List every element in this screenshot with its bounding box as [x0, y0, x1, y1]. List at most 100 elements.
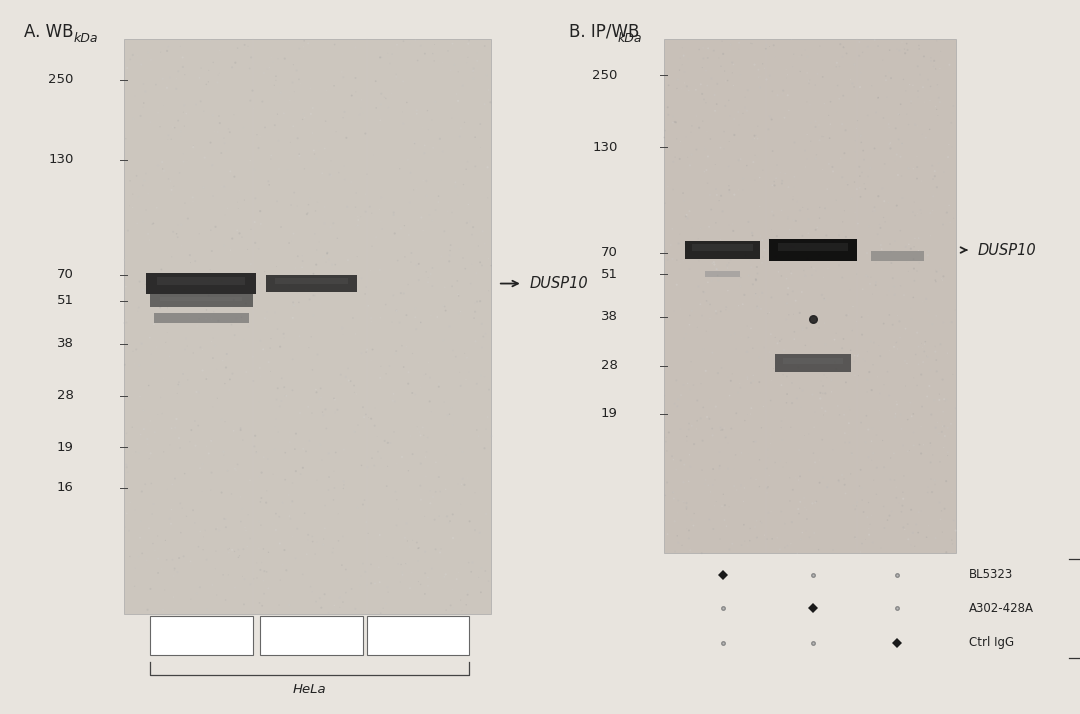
Point [837, 376, 854, 388]
Point [219, 465, 237, 476]
Point [459, 51, 476, 63]
Point [828, 106, 846, 117]
Point [784, 191, 801, 202]
Point [922, 52, 940, 64]
Point [897, 85, 915, 96]
Point [373, 192, 390, 203]
Point [693, 62, 711, 74]
Point [890, 498, 907, 509]
Point [928, 35, 945, 46]
Point [408, 259, 426, 271]
Point [454, 446, 471, 458]
Point [455, 252, 472, 263]
Point [831, 259, 848, 271]
Point [261, 342, 279, 353]
Point [721, 254, 739, 266]
Point [361, 201, 378, 213]
Point [305, 310, 322, 321]
Point [248, 572, 266, 583]
Point [462, 278, 480, 289]
Point [834, 343, 851, 354]
Point [939, 422, 956, 433]
Point [811, 235, 828, 246]
Point [418, 190, 435, 201]
Point [669, 530, 686, 541]
Point [402, 256, 419, 268]
Point [227, 582, 244, 593]
Bar [705, 271, 740, 277]
Point [672, 52, 689, 64]
Point [869, 371, 887, 383]
Point [835, 41, 852, 53]
Point [246, 237, 264, 248]
Point [669, 401, 686, 412]
Point [459, 156, 476, 168]
Point [119, 62, 136, 74]
Point [480, 84, 497, 96]
Point [773, 333, 791, 345]
Point [229, 196, 246, 208]
Point [232, 424, 249, 436]
Point [764, 146, 781, 157]
Point [408, 421, 426, 433]
Point [252, 335, 269, 346]
Point [460, 198, 477, 210]
Point [133, 59, 150, 71]
Point [352, 102, 369, 114]
Point [302, 109, 320, 120]
Point [719, 285, 737, 296]
Point [316, 218, 334, 229]
Point [322, 352, 339, 363]
Point [229, 225, 246, 236]
Point [294, 568, 311, 580]
Point [926, 56, 943, 68]
Point [160, 174, 177, 185]
Point [931, 497, 948, 508]
Point [124, 188, 141, 200]
Point [146, 318, 163, 330]
Point [136, 86, 153, 97]
Point [715, 143, 732, 154]
Point [669, 83, 686, 94]
Point [230, 185, 247, 196]
Point [852, 191, 869, 203]
Point [933, 426, 950, 438]
Point [693, 310, 711, 321]
Point [660, 427, 677, 438]
Point [719, 371, 737, 383]
Point [211, 110, 228, 121]
Point [217, 362, 234, 373]
Point [698, 164, 715, 176]
Point [730, 106, 747, 118]
Point [693, 548, 711, 559]
Point [913, 338, 930, 349]
Point [392, 576, 409, 588]
Point [863, 509, 880, 521]
Point [192, 298, 210, 310]
Point [700, 43, 717, 54]
Point [842, 345, 860, 356]
Point [843, 325, 861, 336]
Point [472, 370, 489, 381]
Point [779, 288, 796, 300]
Point [936, 396, 954, 407]
Point [740, 270, 757, 281]
Point [692, 223, 710, 234]
Point [677, 241, 694, 253]
Point [710, 275, 727, 286]
Point [218, 348, 235, 360]
Point [800, 213, 818, 225]
Point [140, 523, 158, 534]
Point [326, 388, 343, 400]
Point [931, 388, 948, 400]
Point [365, 149, 382, 161]
Point [248, 557, 266, 568]
Point [141, 583, 159, 595]
Point [118, 317, 135, 328]
Point [456, 348, 473, 359]
Point [228, 313, 245, 324]
Point [481, 384, 498, 396]
Point [780, 283, 797, 294]
Point [853, 482, 870, 493]
Point [391, 163, 408, 174]
